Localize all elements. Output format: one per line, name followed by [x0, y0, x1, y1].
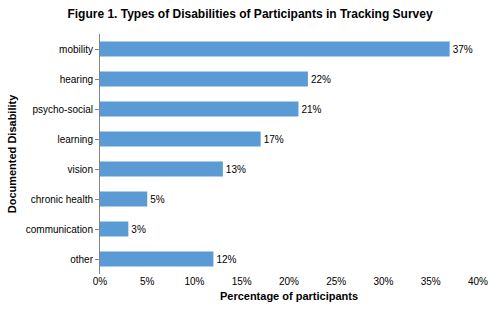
svg-text:15%: 15%	[232, 276, 252, 287]
svg-text:3%: 3%	[131, 224, 146, 235]
svg-text:30%: 30%	[373, 276, 393, 287]
svg-text:22%: 22%	[311, 74, 331, 85]
svg-text:Figure 1. Types of Disabilitie: Figure 1. Types of Disabilities of Parti…	[67, 7, 433, 21]
svg-text:chronic health: chronic health	[31, 194, 93, 205]
svg-text:13%: 13%	[226, 164, 246, 175]
svg-text:0%: 0%	[93, 276, 108, 287]
svg-text:Percentage of participants: Percentage of participants	[220, 290, 358, 302]
svg-text:communication: communication	[26, 224, 93, 235]
svg-text:25%: 25%	[326, 276, 346, 287]
svg-text:learning: learning	[57, 134, 93, 145]
svg-text:Documented Disability: Documented Disability	[6, 94, 18, 213]
svg-text:5%: 5%	[150, 194, 165, 205]
svg-text:35%: 35%	[421, 276, 441, 287]
svg-text:37%: 37%	[453, 44, 473, 55]
svg-text:40%: 40%	[468, 276, 488, 287]
svg-text:12%: 12%	[216, 254, 236, 265]
svg-text:5%: 5%	[140, 276, 155, 287]
svg-text:10%: 10%	[184, 276, 204, 287]
svg-text:mobility: mobility	[59, 44, 93, 55]
svg-text:21%: 21%	[301, 104, 321, 115]
svg-text:20%: 20%	[279, 276, 299, 287]
svg-text:vision: vision	[67, 164, 93, 175]
svg-text:psycho-social: psycho-social	[32, 104, 93, 115]
svg-text:other: other	[70, 254, 93, 265]
svg-text:hearing: hearing	[60, 74, 93, 85]
svg-text:17%: 17%	[264, 134, 284, 145]
